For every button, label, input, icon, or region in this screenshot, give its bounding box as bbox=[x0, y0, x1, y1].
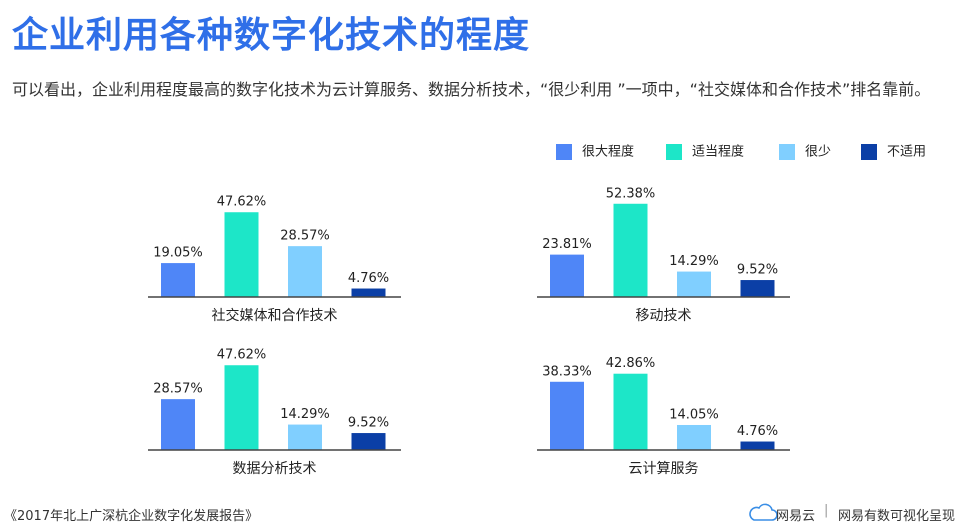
chart-title: 移动技术 bbox=[636, 308, 692, 324]
legend-swatch bbox=[666, 144, 682, 160]
brand-logo bbox=[749, 503, 778, 521]
bar bbox=[677, 424, 711, 450]
value-label: 19.05% bbox=[153, 246, 203, 261]
value-label: 28.57% bbox=[280, 229, 330, 244]
bar bbox=[740, 441, 775, 450]
bar bbox=[351, 433, 386, 450]
bar bbox=[288, 424, 322, 450]
brand-name: 网易云 bbox=[776, 509, 816, 524]
value-label: 47.62% bbox=[217, 195, 267, 210]
page-subtitle: 可以看出，企业利用程度最高的数字化技术为云计算服务、数据分析技术，“很少利用 ”… bbox=[12, 80, 931, 99]
bar bbox=[550, 381, 584, 450]
bar bbox=[740, 280, 775, 297]
bar bbox=[224, 212, 259, 297]
value-label: 9.52% bbox=[348, 416, 389, 431]
legend-label: 不适用 bbox=[887, 145, 926, 160]
bar bbox=[161, 399, 195, 450]
value-label: 42.86% bbox=[606, 356, 656, 371]
legend-label: 很少 bbox=[805, 145, 831, 160]
value-label: 38.33% bbox=[542, 364, 592, 379]
value-label: 52.38% bbox=[606, 186, 656, 201]
chart-title: 云计算服务 bbox=[629, 461, 699, 477]
value-label: 28.57% bbox=[153, 382, 203, 397]
bar bbox=[351, 288, 386, 297]
separator: | bbox=[824, 503, 829, 518]
credit: 网易有数可视化呈现 bbox=[838, 509, 956, 524]
value-label: 14.29% bbox=[669, 254, 719, 269]
chart-title: 数据分析技术 bbox=[233, 461, 317, 477]
bar bbox=[550, 254, 584, 297]
bar bbox=[288, 246, 322, 297]
bar bbox=[224, 365, 259, 450]
bar bbox=[677, 271, 711, 297]
bar bbox=[613, 373, 648, 450]
legend-swatch bbox=[779, 144, 795, 160]
legend-swatch bbox=[556, 144, 572, 160]
value-label: 4.76% bbox=[348, 271, 389, 286]
source-note: 《2017年北上广深杭企业数字化发展报告》 bbox=[4, 509, 259, 524]
bar bbox=[613, 203, 648, 297]
value-label: 14.05% bbox=[669, 407, 719, 422]
legend-label: 适当程度 bbox=[692, 144, 744, 160]
legend-swatch bbox=[861, 144, 877, 160]
bar bbox=[161, 263, 195, 297]
value-label: 9.52% bbox=[737, 263, 778, 278]
value-label: 23.81% bbox=[542, 237, 592, 252]
page-title: 企业利用各种数字化技术的程度 bbox=[12, 15, 531, 56]
legend-label: 很大程度 bbox=[582, 144, 634, 160]
value-label: 4.76% bbox=[737, 424, 778, 439]
value-label: 47.62% bbox=[217, 348, 267, 363]
value-label: 14.29% bbox=[280, 407, 330, 422]
chart-title: 社交媒体和合作技术 bbox=[212, 307, 338, 324]
